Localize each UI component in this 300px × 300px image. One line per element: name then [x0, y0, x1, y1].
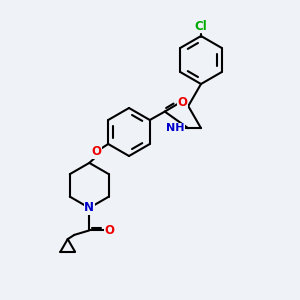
Text: O: O	[178, 96, 188, 109]
Text: N: N	[84, 201, 94, 214]
Text: NH: NH	[166, 123, 184, 133]
Text: O: O	[92, 145, 102, 158]
Text: O: O	[104, 224, 114, 237]
Text: Cl: Cl	[195, 20, 207, 33]
